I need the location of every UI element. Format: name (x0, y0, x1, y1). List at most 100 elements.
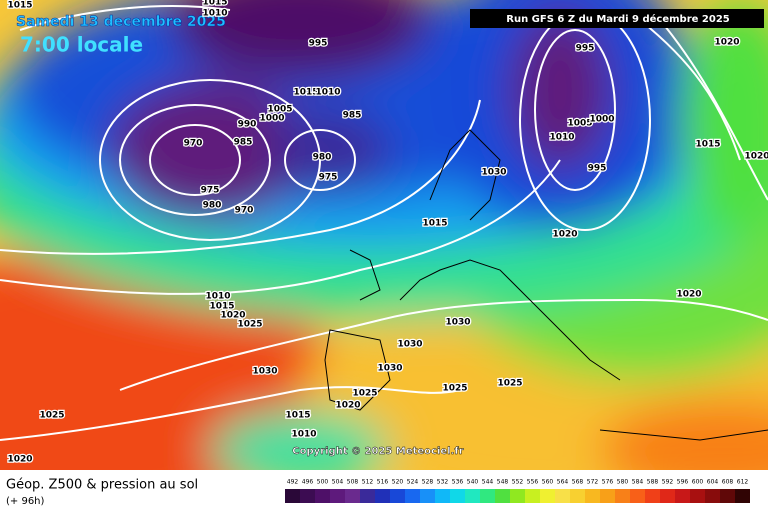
isobar-label: 1015 (695, 140, 720, 150)
isobar-label: 1020 (676, 290, 701, 300)
legend-label: 504 (332, 479, 344, 486)
legend-label: 564 (557, 479, 569, 486)
isobar-label: 1020 (220, 311, 245, 321)
isobar-label: 1020 (7, 455, 32, 465)
legend-swatch (735, 489, 750, 503)
isobar-label: 1030 (397, 340, 422, 350)
isobar-label: 1010 (205, 292, 230, 302)
isobar-label: 995 (576, 44, 595, 54)
legend-label: 508 (347, 479, 359, 486)
isobar-label: 970 (235, 206, 254, 216)
isobar-label: 1005 (267, 105, 292, 115)
isobar-label: 985 (234, 138, 253, 148)
legend-swatch (675, 489, 690, 503)
coastlines (324, 129, 768, 441)
legend-label: 512 (362, 479, 374, 486)
isobar-label: 1010 (315, 88, 340, 98)
isobar-label: 970 (184, 139, 203, 149)
legend-swatch (360, 489, 375, 503)
isobar-label: 1000 (589, 115, 614, 125)
isobar-label: 995 (309, 39, 328, 49)
footer-title: Géop. Z500 & pression au sol (6, 478, 198, 493)
legend-swatch (645, 489, 660, 503)
legend-label: 580 (617, 479, 629, 486)
legend: 492 496 500 504 508 512 516 520 524 528 532 536 540 5… (285, 479, 750, 503)
isobar-label: 975 (319, 173, 338, 183)
isobar-labels: 1015 101510109951015101010051000990985985… (6, 0, 768, 466)
isobar-label: 980 (313, 153, 332, 163)
run-box (470, 9, 764, 28)
legend-label: 500 (317, 479, 329, 486)
legend-label: 572 (587, 479, 599, 486)
legend-swatch (405, 489, 420, 503)
legend-label: 604 (707, 479, 719, 486)
isobar-label: 1030 (481, 168, 506, 178)
isobar-label: 1025 (39, 411, 64, 421)
isobar-label: 1005 (567, 119, 592, 129)
isobars (0, 5, 768, 441)
isobar-label: 1015 (285, 411, 310, 421)
isobar-label: 1015 (202, 0, 227, 8)
legend-label: 612 (737, 479, 749, 486)
isobar-label: 1010 (202, 9, 227, 19)
isobar-label: 1030 (252, 367, 277, 377)
isobar-label: 1015 (422, 219, 447, 229)
isobar-label: 990 (238, 120, 257, 130)
legend-label: 584 (632, 479, 644, 486)
copyright: Copyright © 2025 Meteociel.fr (292, 446, 463, 457)
legend-swatch (285, 489, 300, 503)
legend-label: 548 (497, 479, 509, 486)
legend-label: 536 (452, 479, 464, 486)
legend-label: 596 (677, 479, 689, 486)
isobar-label: 1020 (552, 230, 577, 240)
isobar-label: 1010 (549, 133, 574, 143)
legend-label: 560 (542, 479, 554, 486)
legend-label: 532 (437, 479, 449, 486)
isobar-label: 1030 (445, 318, 470, 328)
isobar-label: 1015 (7, 1, 32, 11)
legend-label: 524 (407, 479, 419, 486)
legend-swatch (630, 489, 645, 503)
isobar-label: 995 (588, 164, 607, 174)
footer-lead: (+ 96h) (6, 496, 45, 507)
legend-swatch (315, 489, 330, 503)
legend-label: 540 (467, 479, 479, 486)
isobar-label: 1015 (293, 88, 318, 98)
legend-swatch (450, 489, 465, 503)
legend-swatch (480, 489, 495, 503)
forecast-time: 7:00 locale (20, 33, 143, 57)
legend-label: 568 (572, 479, 584, 486)
legend-label: 528 (422, 479, 434, 486)
legend-swatch (720, 489, 735, 503)
run-info: Run GFS 6 Z du Mardi 9 décembre 2025 (506, 13, 730, 25)
legend-label: 608 (722, 479, 734, 486)
isobar-label: 1010 (291, 430, 316, 440)
legend-label: 544 (482, 479, 494, 486)
legend-swatch (615, 489, 630, 503)
legend-swatch (495, 489, 510, 503)
legend-swatch (540, 489, 555, 503)
legend-label: 496 (302, 479, 314, 486)
isobar-label: 985 (343, 111, 362, 121)
legend-swatch (690, 489, 705, 503)
legend-swatch (600, 489, 615, 503)
isobar-label: 1020 (714, 38, 739, 48)
legend-swatch (705, 489, 720, 503)
isobar-label: 1000 (259, 114, 284, 124)
legend-label: 588 (647, 479, 659, 486)
isobar-label: 980 (203, 201, 222, 211)
legend-label: 576 (602, 479, 614, 486)
legend-swatch (555, 489, 570, 503)
isobar-label: 1025 (237, 320, 262, 330)
isobar-label: 1020 (744, 152, 768, 162)
isobar-label: 1015 (209, 302, 234, 312)
legend-label: 592 (662, 479, 674, 486)
legend-label: 552 (512, 479, 524, 486)
legend-label: 520 (392, 479, 404, 486)
legend-label: 600 (692, 479, 704, 486)
legend-swatch (345, 489, 360, 503)
legend-swatch (465, 489, 480, 503)
forecast-date: Samedi 13 decembre 2025 (16, 14, 226, 30)
isobar-label: 1025 (497, 379, 522, 389)
